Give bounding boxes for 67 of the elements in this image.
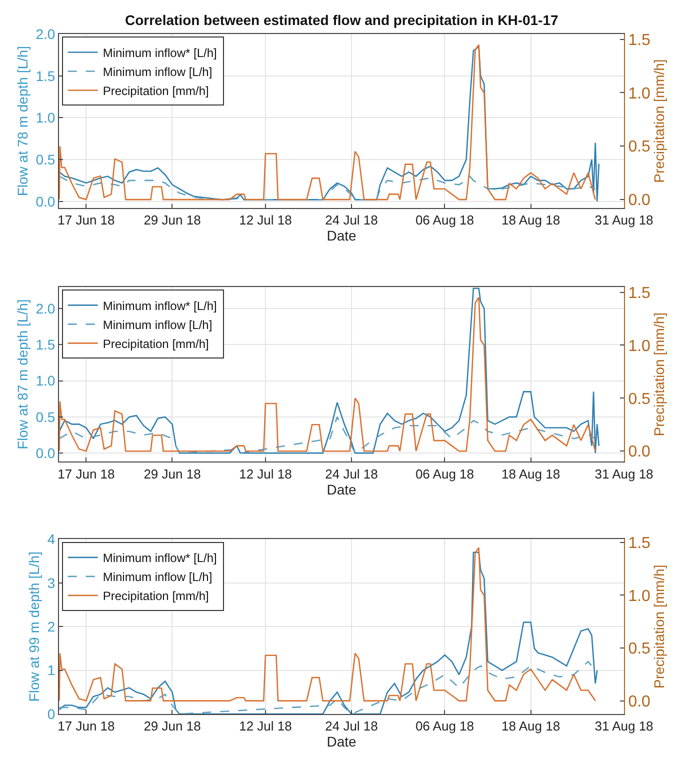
chart-title: Correlation between estimated flow and precipitation in KH-01-17 xyxy=(125,12,559,28)
y-axis-title: Flow at 78 m depth [L/h] xyxy=(14,46,30,196)
y2-tick-label: 1.5 xyxy=(628,535,651,552)
x-tick-label: 12 Jul 18 xyxy=(239,718,292,734)
y2-tick-label: 1.5 xyxy=(628,284,651,302)
y2-axis-title: Precipitation [mm/h] xyxy=(650,59,667,183)
x-tick-label: 06 Aug 18 xyxy=(415,466,474,482)
y-tick-label: 2.0 xyxy=(36,300,56,317)
x-tick-label: 31 Aug 18 xyxy=(594,466,654,482)
x-tick-label: 17 Jun 18 xyxy=(58,718,115,734)
x-axis-title: Date xyxy=(326,734,356,750)
y-tick-label: 0.5 xyxy=(36,151,56,168)
y2-tick-label: 0.5 xyxy=(628,390,651,408)
x-tick-label: 31 Aug 18 xyxy=(594,212,654,228)
x-tick-label: 24 Jul 18 xyxy=(325,466,378,482)
x-tick-label: 17 Jun 18 xyxy=(58,212,115,228)
x-tick-label: 31 Aug 18 xyxy=(594,718,654,734)
y-tick-label: 1.0 xyxy=(36,372,56,389)
x-tick-label: 06 Aug 18 xyxy=(415,718,474,734)
y2-tick-label: 0.0 xyxy=(628,444,651,461)
y-tick-label: 0.0 xyxy=(36,193,56,210)
legend-label: Precipitation [mm/h] xyxy=(102,84,209,98)
y-tick-label: 1 xyxy=(47,662,56,678)
y-tick-label: 1.5 xyxy=(36,68,56,84)
y2-tick-label: 1.5 xyxy=(628,32,651,49)
y2-tick-label: 1.0 xyxy=(628,338,651,355)
x-tick-label: 24 Jul 18 xyxy=(325,718,378,734)
y2-tick-label: 0.5 xyxy=(628,640,651,658)
y-tick-label: 2 xyxy=(47,618,56,635)
x-tick-label: 18 Aug 18 xyxy=(502,466,560,482)
y-tick-label: 0.0 xyxy=(36,444,56,461)
legend-label: Minimum inflow* [L/h] xyxy=(102,298,217,313)
legend-label: Precipitation [mm/h] xyxy=(102,336,209,351)
x-tick-label: 29 Jun 18 xyxy=(144,718,201,734)
y-tick-label: 2.0 xyxy=(36,26,56,42)
y2-tick-label: 1.0 xyxy=(628,85,651,102)
x-axis-title: Date xyxy=(326,228,356,244)
y-tick-label: 3 xyxy=(47,574,56,591)
y2-tick-label: 1.0 xyxy=(628,588,651,605)
x-tick-label: 12 Jul 18 xyxy=(239,212,292,228)
x-tick-label: 29 Jun 18 xyxy=(144,212,201,228)
x-tick-label: 12 Jul 18 xyxy=(239,466,292,482)
legend-label: Minimum inflow [L/h] xyxy=(102,64,212,79)
x-tick-label: 18 Aug 18 xyxy=(502,212,560,228)
x-tick-label: 29 Jun 18 xyxy=(144,466,201,482)
y-tick-label: 0.5 xyxy=(36,408,56,425)
legend-label: Minimum inflow [L/h] xyxy=(102,318,212,332)
x-tick-label: 17 Jun 18 xyxy=(58,466,115,482)
y2-tick-label: 0.0 xyxy=(628,693,651,710)
x-axis-title: Date xyxy=(326,481,356,498)
y2-axis-title: Precipitation [mm/h] xyxy=(650,312,667,436)
y2-axis-title: Precipitation [mm/h] xyxy=(650,564,667,688)
y2-tick-label: 0.5 xyxy=(628,138,651,156)
y-tick-label: 0 xyxy=(47,706,56,722)
y-tick-label: 4 xyxy=(47,531,56,548)
legend-label: Minimum inflow* [L/h] xyxy=(102,551,217,566)
x-tick-label: 18 Aug 18 xyxy=(502,718,560,734)
legend-label: Precipitation [mm/h] xyxy=(102,589,209,604)
y-tick-label: 1.0 xyxy=(36,110,56,126)
legend-label: Minimum inflow* [L/h] xyxy=(102,46,217,60)
y-tick-label: 1.5 xyxy=(36,336,56,353)
y-axis-title: Flow at 87 m depth [L/h] xyxy=(14,299,30,450)
y-axis-title: Flow at 99 m depth [L/h] xyxy=(26,552,42,702)
x-tick-label: 24 Jul 18 xyxy=(325,212,378,228)
y2-tick-label: 0.0 xyxy=(628,192,651,210)
x-tick-label: 06 Aug 18 xyxy=(415,212,474,228)
legend-label: Minimum inflow [L/h] xyxy=(102,570,212,584)
